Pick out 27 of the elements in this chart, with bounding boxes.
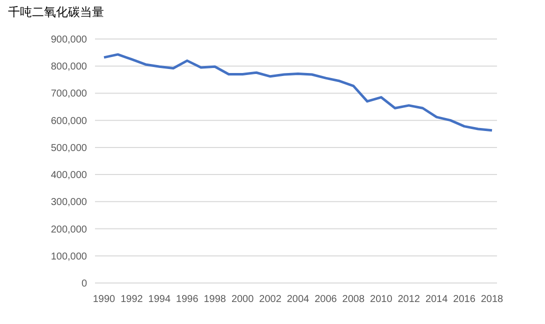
x-tick-label: 2004 bbox=[286, 294, 310, 305]
x-tick-label: 2018 bbox=[480, 294, 504, 305]
x-tick-label: 1996 bbox=[176, 294, 199, 305]
x-tick-label: 2006 bbox=[314, 294, 338, 305]
x-tick-label: 2014 bbox=[425, 294, 448, 305]
y-axis-title: 千吨二氧化碳当量 bbox=[8, 5, 104, 19]
x-tick-label: 1992 bbox=[120, 294, 144, 305]
y-tick-label: 500,000 bbox=[50, 142, 88, 154]
x-tick-label: 2000 bbox=[231, 294, 254, 305]
x-tick-label: 1990 bbox=[92, 294, 116, 305]
y-tick-label: 700,000 bbox=[50, 88, 88, 100]
line-series bbox=[102, 53, 494, 132]
x-tick-label: 2012 bbox=[398, 294, 420, 305]
x-tick-label: 2010 bbox=[370, 294, 393, 305]
x-tick-label: 2016 bbox=[453, 294, 476, 305]
y-tick-label: 600,000 bbox=[50, 116, 88, 127]
x-tick-label: 1994 bbox=[148, 294, 171, 305]
y-tick-label: 800,000 bbox=[50, 62, 88, 73]
y-tick-label: 0 bbox=[81, 278, 88, 290]
y-tick-label: 300,000 bbox=[50, 197, 88, 208]
x-tick-label: 2008 bbox=[342, 294, 365, 305]
y-tick-label: 200,000 bbox=[50, 224, 88, 236]
x-tick-label: 2002 bbox=[259, 294, 282, 305]
y-tick-label: 900,000 bbox=[50, 34, 88, 46]
y-tick-label: 400,000 bbox=[50, 170, 88, 182]
y-tick-label: 100,000 bbox=[50, 251, 88, 262]
x-tick-label: 1998 bbox=[204, 294, 226, 305]
